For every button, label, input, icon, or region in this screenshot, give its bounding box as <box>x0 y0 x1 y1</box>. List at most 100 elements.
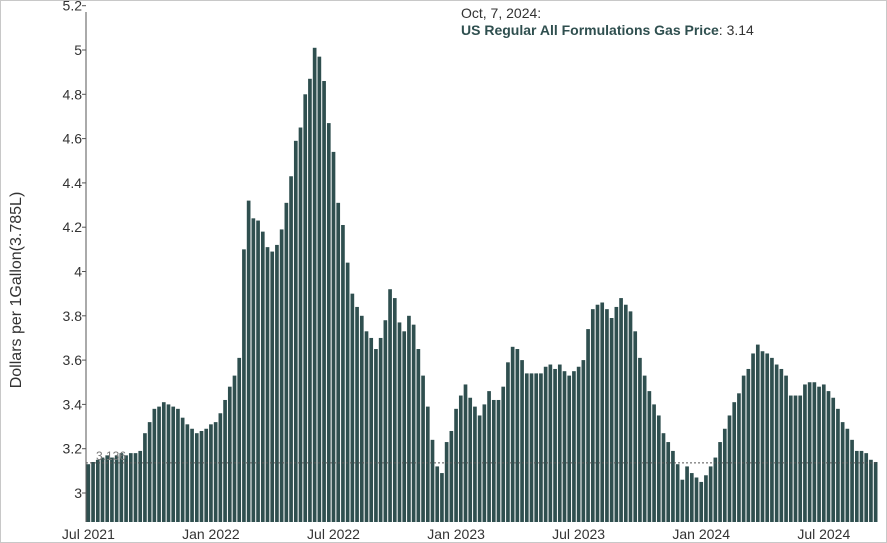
bar <box>821 384 826 522</box>
bar <box>864 453 869 522</box>
bar <box>331 151 336 522</box>
bar <box>619 298 623 522</box>
bar <box>774 364 779 522</box>
y-axis-title: Dollars per 1Gallon(3.785L) <box>8 192 25 389</box>
bar <box>383 320 388 522</box>
bar <box>567 375 572 522</box>
bar <box>166 404 171 522</box>
bar <box>374 349 378 522</box>
bar <box>854 450 859 522</box>
bar <box>836 408 840 522</box>
bar <box>675 464 680 522</box>
bar <box>171 406 176 522</box>
bar <box>176 408 180 522</box>
bar <box>600 302 605 522</box>
bar <box>859 450 864 522</box>
bar <box>312 47 317 522</box>
bar <box>444 442 449 522</box>
bar <box>133 453 138 522</box>
bar <box>213 422 218 522</box>
bar <box>336 202 341 522</box>
bar <box>845 428 850 522</box>
bar <box>628 311 633 522</box>
bar <box>831 397 836 522</box>
bar <box>482 404 487 522</box>
bar <box>765 353 770 522</box>
bar <box>473 406 477 522</box>
bar <box>798 395 803 522</box>
bar <box>666 442 671 522</box>
bar <box>138 450 143 522</box>
x-tick-label: Jul 2024 <box>797 526 850 542</box>
x-tick-label: Jan 2023 <box>427 526 485 542</box>
y-tick-label: 3.6 <box>63 352 83 368</box>
bar <box>369 337 374 522</box>
bar <box>803 384 807 522</box>
bar <box>590 309 595 522</box>
bar <box>463 384 468 522</box>
bar <box>458 395 463 522</box>
bar <box>454 408 458 522</box>
bar <box>407 315 411 522</box>
bar <box>638 357 642 522</box>
bar <box>152 408 157 522</box>
bar <box>308 78 312 522</box>
bar <box>807 382 812 522</box>
bar <box>430 439 435 522</box>
bar <box>869 459 873 522</box>
bar <box>642 375 647 522</box>
bar <box>227 386 232 522</box>
y-tick-label: 3.4 <box>63 396 83 412</box>
reference-line-group: 3.136 <box>86 449 878 464</box>
y-tick-label: 4.6 <box>63 131 83 147</box>
bar <box>345 262 350 522</box>
bar <box>355 306 359 522</box>
y-tick-label: 4.2 <box>63 219 83 235</box>
bar <box>260 231 265 522</box>
bar <box>623 304 628 522</box>
bar <box>359 315 364 522</box>
bar <box>609 318 614 522</box>
bar <box>119 453 124 522</box>
bar <box>661 433 666 522</box>
bar <box>873 461 878 522</box>
bar <box>364 331 369 522</box>
bar <box>147 422 152 522</box>
bar <box>326 123 331 522</box>
bar <box>449 430 454 522</box>
bar <box>727 415 732 522</box>
bar <box>510 346 515 522</box>
bar <box>506 362 510 522</box>
bar <box>708 466 713 522</box>
bar <box>114 455 119 522</box>
x-tick-label: Jul 2023 <box>552 526 605 542</box>
bar <box>161 402 166 522</box>
bar <box>614 306 619 522</box>
bar <box>755 344 760 522</box>
bar <box>741 375 746 522</box>
bar <box>746 368 751 522</box>
bar <box>218 413 223 522</box>
bar <box>572 371 576 522</box>
bar <box>671 450 675 522</box>
bar <box>185 424 190 522</box>
y-tick-label: 4.8 <box>63 86 83 102</box>
bar <box>647 391 652 522</box>
bar <box>105 455 110 522</box>
bar <box>713 457 718 522</box>
bar <box>350 293 355 522</box>
bar <box>289 176 293 522</box>
y-tick-label: 3 <box>74 485 82 501</box>
axes-group: 3 3.2 3.4 3.6 3.8 4 4.2 4.4 4.6 4.8 5 5.2 Jul 2021 Ja… <box>8 0 850 542</box>
bar <box>246 200 251 522</box>
bar <box>840 422 845 522</box>
bar <box>317 56 322 523</box>
bar <box>685 466 689 522</box>
bar <box>656 415 661 522</box>
bar <box>265 247 270 522</box>
bar <box>586 329 590 522</box>
bar <box>694 477 699 522</box>
bar <box>95 459 100 522</box>
bar <box>143 433 147 522</box>
bar <box>817 386 821 522</box>
